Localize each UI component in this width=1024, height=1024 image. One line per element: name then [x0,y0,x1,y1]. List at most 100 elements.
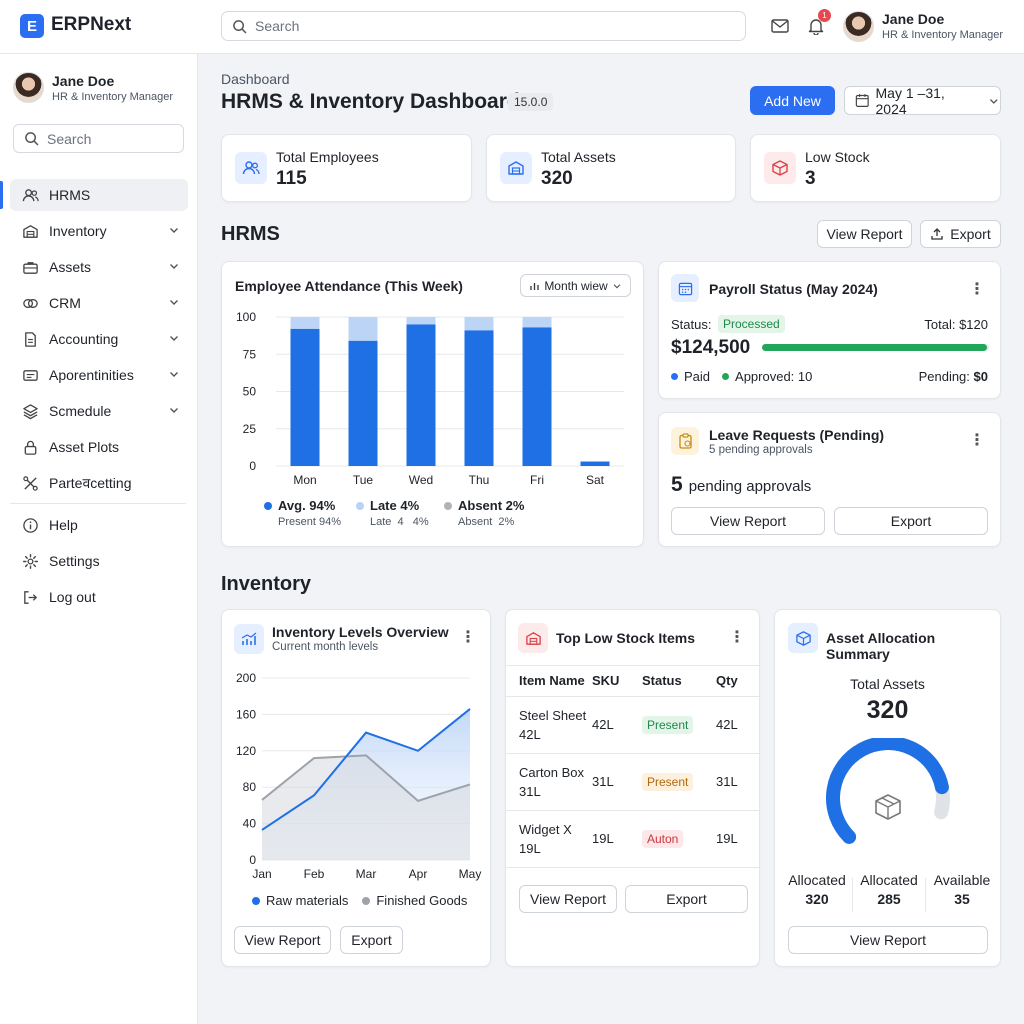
leave-view-report-button[interactable]: View Report [671,507,825,535]
add-new-button[interactable]: Add New [750,86,835,115]
sidebar-avatar[interactable] [13,72,44,103]
chevron-down-icon[interactable] [168,224,180,236]
payroll-total: Total: $120 [924,317,988,332]
warehouse-icon [23,224,38,238]
low-stock-view-report-button[interactable]: View Report [519,885,617,913]
legend-dot [722,373,730,380]
upload-icon [931,228,943,240]
inventory-export-button[interactable]: Export [340,926,403,954]
kpi-value: 115 [276,168,307,189]
sidebar-item-help[interactable]: Help [10,509,188,541]
global-search[interactable] [221,11,746,41]
bar-late [406,317,436,325]
table-row[interactable]: Steel Sheet 42L 42L Present 42L [506,696,759,753]
chevron-down-icon[interactable] [168,368,180,380]
item-name: Steel Sheet [519,707,587,723]
leave-export-button[interactable]: Export [834,507,988,535]
global-search-input[interactable] [255,18,725,34]
sidebar-item-inventory[interactable]: Inventory [10,215,188,247]
breadcrumb[interactable]: Dashboard [221,71,290,87]
chevron-down-icon[interactable] [168,260,180,272]
table-header-row: Item Name SKU Status Qty [506,666,759,696]
sidebar-search-input[interactable] [47,130,172,147]
sidebar-item-label: Help [49,517,78,533]
inventory-view-report-button[interactable]: View Report [234,926,331,954]
chevron-down-icon[interactable] [168,296,180,308]
app-name[interactable]: ERPNext [51,14,132,35]
more-options-icon[interactable]: ⋮ [969,281,985,298]
calendar-icon [855,94,869,107]
sidebar-item-label: Scmedule [49,403,112,419]
x-tick-label: May [459,867,482,881]
paid-label: Paid [684,369,711,384]
column-header[interactable]: Qty [716,673,738,689]
payroll-pending: Pending: $0 [919,369,988,384]
column-header[interactable]: Status [642,673,682,689]
more-options-icon[interactable]: ⋮ [969,432,985,449]
more-options-icon[interactable]: ⋮ [729,629,745,646]
page-title: HRMS & Inventory Dashboard [221,90,520,113]
x-tick-label: Mon [293,473,316,487]
sidebar-item-label: Assets [49,259,92,275]
column-header[interactable]: Item Name [519,673,585,689]
info-icon [23,517,38,533]
allocation-gauge [826,738,950,844]
inventory-levels-card: Inventory Levels Overview Current month … [221,609,491,967]
user-name[interactable]: Jane Doe [882,11,945,27]
chevron-down-icon[interactable] [168,332,180,344]
legend-dot [356,501,364,510]
hrms-export-button[interactable]: Export [920,220,1001,248]
period-select[interactable]: Month wiew [520,274,631,297]
sidebar-item-crm[interactable]: CRM [10,287,188,319]
table-row[interactable]: Widget X 19L 19L Auton 19L [506,810,759,867]
sidebar-item-label: Inventory [49,223,107,239]
legend-dot [671,373,678,380]
pending-label: Pending: [918,369,970,384]
asset-allocation-card: Asset Allocation Summary Total Assets 32… [774,609,1001,967]
y-tick-label: 200 [236,671,256,685]
y-tick-label: 0 [249,459,256,473]
sidebar-item-settings[interactable]: Settings [10,545,188,577]
stat-divider [925,878,926,912]
bar-late [464,317,494,331]
column-header[interactable]: SKU [592,673,620,689]
pending-text: pending approvals [688,478,812,495]
sidebar-item-asset-plots[interactable]: Asset Plots [10,431,188,463]
bell-icon[interactable] [804,14,828,38]
more-options-icon[interactable]: ⋮ [460,629,476,646]
chevron-down-icon[interactable] [168,404,180,416]
sidebar-item-logout[interactable]: Log out [10,581,188,613]
date-range-picker[interactable]: May 1 –31, 2024 [844,85,1001,117]
item-name-sub: 42L [519,726,541,742]
hrms-view-report-button[interactable]: View Report [817,220,912,248]
sidebar-item-accounting[interactable]: Accounting [10,323,188,355]
sidebar-user-name: Jane Doe [52,73,115,89]
table-row[interactable]: Carton Box 31L 31L Present 31L [506,753,759,810]
card-title: Top Low Stock Items [556,630,695,646]
sidebar-item-assets[interactable]: Assets [10,251,188,283]
sidebar-item-scmedule[interactable]: Scmedule [10,395,188,427]
item-name: Carton Box [519,764,585,780]
sidebar-search[interactable] [13,124,184,153]
pending-value: $0 [973,369,988,384]
allocation-view-report-button[interactable]: View Report [788,926,988,954]
sidebar-item-partecetting[interactable]: Parteवcetting [10,467,188,499]
gear-icon [22,553,39,569]
sidebar-item-aporentinities[interactable]: Aporentinities [10,359,188,391]
app-logo[interactable]: E [20,14,44,38]
kpi-card-low-stock[interactable]: Low Stock 3 [750,134,1001,202]
user-avatar[interactable] [843,11,874,42]
mail-icon[interactable] [768,14,792,38]
lock-icon [24,440,37,455]
card-title: Employee Attendance (This Week) [235,278,463,294]
legend-item-present: Avg. 94% [264,498,335,513]
bar-late [290,317,320,329]
kpi-card-employees[interactable]: Total Employees 115 [221,134,472,202]
sidebar-item-hrms[interactable]: HRMS [10,179,188,211]
low-stock-export-button[interactable]: Export [625,885,748,913]
item-name: Widget X [519,821,572,837]
kpi-card-assets[interactable]: Total Assets 320 [486,134,736,202]
warehouse-icon [518,623,548,653]
stat-label: Allocated [860,872,918,888]
hrms-section-title: HRMS [221,223,280,245]
